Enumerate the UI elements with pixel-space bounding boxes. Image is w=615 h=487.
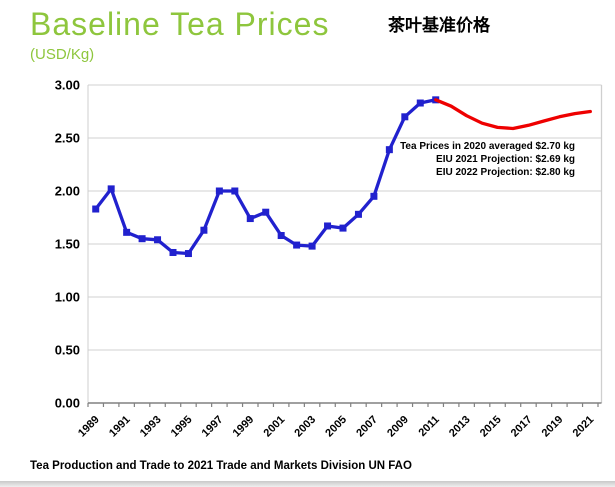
svg-text:1993: 1993 bbox=[138, 414, 164, 440]
svg-text:2015: 2015 bbox=[478, 414, 504, 440]
svg-text:2001: 2001 bbox=[262, 414, 288, 440]
svg-text:1999: 1999 bbox=[231, 414, 257, 440]
svg-text:0.50: 0.50 bbox=[55, 343, 80, 358]
svg-text:2003: 2003 bbox=[292, 414, 318, 440]
page-title: Baseline Tea Prices bbox=[30, 6, 330, 42]
svg-text:2005: 2005 bbox=[323, 414, 349, 440]
svg-text:1991: 1991 bbox=[107, 414, 133, 440]
svg-text:1.50: 1.50 bbox=[55, 237, 80, 252]
svg-text:1.00: 1.00 bbox=[55, 290, 80, 305]
svg-text:2019: 2019 bbox=[540, 414, 566, 440]
svg-text:1989: 1989 bbox=[76, 414, 102, 440]
svg-text:1997: 1997 bbox=[200, 414, 226, 440]
svg-text:2021: 2021 bbox=[571, 414, 597, 440]
svg-text:2.50: 2.50 bbox=[55, 131, 80, 146]
slide-bottom-edge bbox=[0, 481, 615, 487]
svg-text:3.00: 3.00 bbox=[55, 78, 80, 93]
svg-text:1995: 1995 bbox=[169, 414, 195, 440]
svg-text:2013: 2013 bbox=[447, 414, 473, 440]
source-footnote: Tea Production and Trade to 2021 Trade a… bbox=[30, 460, 412, 472]
annotation-line-2: EIU 2021 Projection: $2.69 kg bbox=[436, 154, 575, 165]
chart-annotation: Tea Prices in 2020 averaged $2.70 kg EIU… bbox=[400, 140, 575, 179]
axis-unit-label: (USD/Kg) bbox=[30, 46, 95, 63]
annotation-line-3: EIU 2022 Projection: $2.80 kg bbox=[436, 167, 575, 178]
svg-text:2017: 2017 bbox=[509, 414, 535, 440]
svg-text:2.00: 2.00 bbox=[55, 184, 80, 199]
svg-text:0.00: 0.00 bbox=[55, 396, 80, 411]
page-title-chinese: 茶叶基准价格 bbox=[388, 16, 490, 36]
svg-text:2011: 2011 bbox=[416, 414, 441, 439]
annotation-line-1: Tea Prices in 2020 averaged $2.70 kg bbox=[400, 141, 575, 152]
svg-text:2009: 2009 bbox=[385, 414, 411, 440]
svg-text:2007: 2007 bbox=[354, 414, 380, 440]
